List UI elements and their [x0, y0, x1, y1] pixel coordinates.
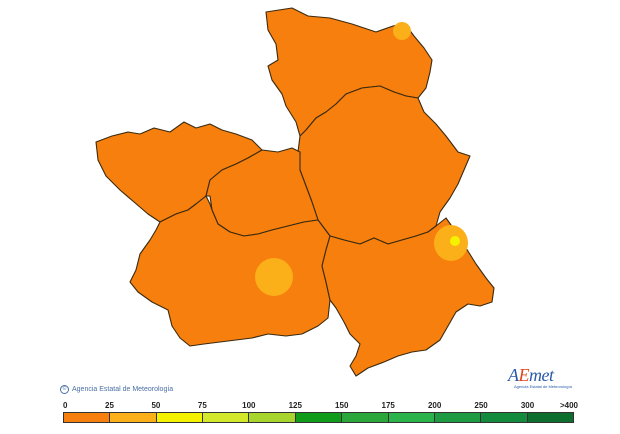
- legend-swatch: [64, 413, 111, 422]
- legend-label: >400: [559, 401, 578, 410]
- highlight-north: [393, 22, 411, 40]
- logo-suffix: met: [529, 365, 554, 385]
- logo-accent: E: [518, 365, 530, 385]
- legend-label: 100: [242, 401, 256, 410]
- copyright-notice: © Agencia Estatal de Meteorología: [60, 385, 173, 394]
- highlight-south-west: [255, 258, 293, 296]
- legend-swatch: [249, 413, 296, 422]
- copyright-icon: ©: [60, 385, 69, 394]
- legend-bar: [63, 412, 574, 423]
- legend-swatch: [388, 413, 435, 422]
- legend-label: 200: [427, 401, 442, 410]
- legend-swatch: [203, 413, 250, 422]
- aemet-logo: AEmet Agencia Estatal de Meteorología: [508, 366, 578, 396]
- legend-swatch: [156, 413, 204, 422]
- logo-subtitle: Agencia Estatal de Meteorología: [514, 384, 572, 389]
- legend-label: 125: [288, 401, 302, 410]
- legend-label: 50: [151, 401, 161, 410]
- copyright-text: Agencia Estatal de Meteorología: [72, 386, 174, 393]
- province-south-east: [321, 217, 495, 377]
- legend-label: 0: [63, 401, 68, 410]
- legend-label: 150: [335, 401, 349, 410]
- legend-swatch: [342, 413, 389, 422]
- legend-label: 175: [381, 401, 395, 410]
- legend-label: 300: [520, 401, 535, 410]
- legend-swatch: [110, 413, 157, 422]
- logo-text: AEmet: [508, 366, 578, 384]
- legend-swatch: [295, 413, 343, 422]
- logo-prefix: A: [508, 365, 519, 385]
- legend-swatch: [481, 413, 528, 422]
- legend-label: 250: [474, 401, 488, 410]
- legend-swatch: [527, 413, 573, 422]
- legend-swatch: [434, 413, 482, 422]
- legend-label: 75: [197, 401, 207, 410]
- province-south-west: [129, 195, 331, 347]
- legend-label: 25: [105, 401, 114, 410]
- highlight-east-inner: [450, 236, 460, 246]
